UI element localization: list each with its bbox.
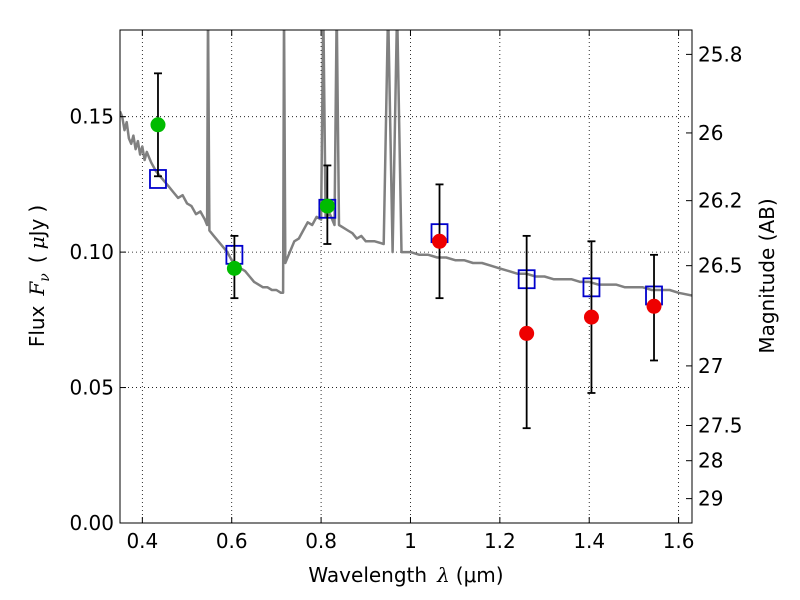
plot-frame: [119, 29, 693, 524]
y-tick-label: 0.15: [69, 105, 114, 129]
observed-point: [319, 198, 335, 214]
y2-tick-label: 26: [698, 121, 723, 145]
y-tick-label: 0.05: [69, 376, 114, 400]
x-tick-label: 0.6: [216, 529, 248, 553]
x-tick-label: 0.4: [126, 529, 158, 553]
x-tick-label: 1.4: [573, 529, 605, 553]
x-axis: 0.4 0.6 0.8 1 1.2 1.4 1.6: [126, 30, 695, 553]
spectrum-layer: [120, 30, 692, 297]
y2-axis: 25.8 26 26.2 26.5 27 27.5 28 29: [686, 42, 743, 511]
y-tick-label: 0.00: [69, 511, 114, 535]
y2-tick-label: 28: [698, 449, 723, 473]
y-axis-label: FluxFν(μJy): [25, 205, 53, 347]
marker-layer: [149, 72, 663, 430]
x-tick-label: 1: [404, 529, 417, 553]
y2-tick-label: 25.8: [698, 42, 743, 66]
observed-point: [432, 233, 448, 249]
y2-axis-label: Magnitude (AB): [755, 198, 779, 353]
y2-tick-label: 27.5: [698, 413, 743, 437]
spectrum-line: [120, 30, 692, 297]
y-axis: 0.00 0.05 0.10 0.15: [69, 105, 126, 535]
observed-point: [646, 298, 662, 314]
x-tick-label: 0.8: [305, 529, 337, 553]
y2-tick-label: 27: [698, 354, 723, 378]
y2-tick-label: 29: [698, 487, 723, 511]
observed-point: [150, 117, 166, 133]
x-tick-label: 1.2: [484, 529, 516, 553]
y-tick-label: 0.10: [69, 240, 114, 264]
observed-point: [226, 260, 242, 276]
observed-point: [519, 325, 535, 341]
y2-tick-label: 26.5: [698, 254, 743, 278]
y2-tick-label: 26.2: [698, 189, 743, 213]
x-tick-label: 1.6: [663, 529, 695, 553]
plot-background: [120, 30, 692, 523]
observed-point: [583, 309, 599, 325]
x-axis-label: Wavelength λ (μm): [308, 563, 503, 587]
